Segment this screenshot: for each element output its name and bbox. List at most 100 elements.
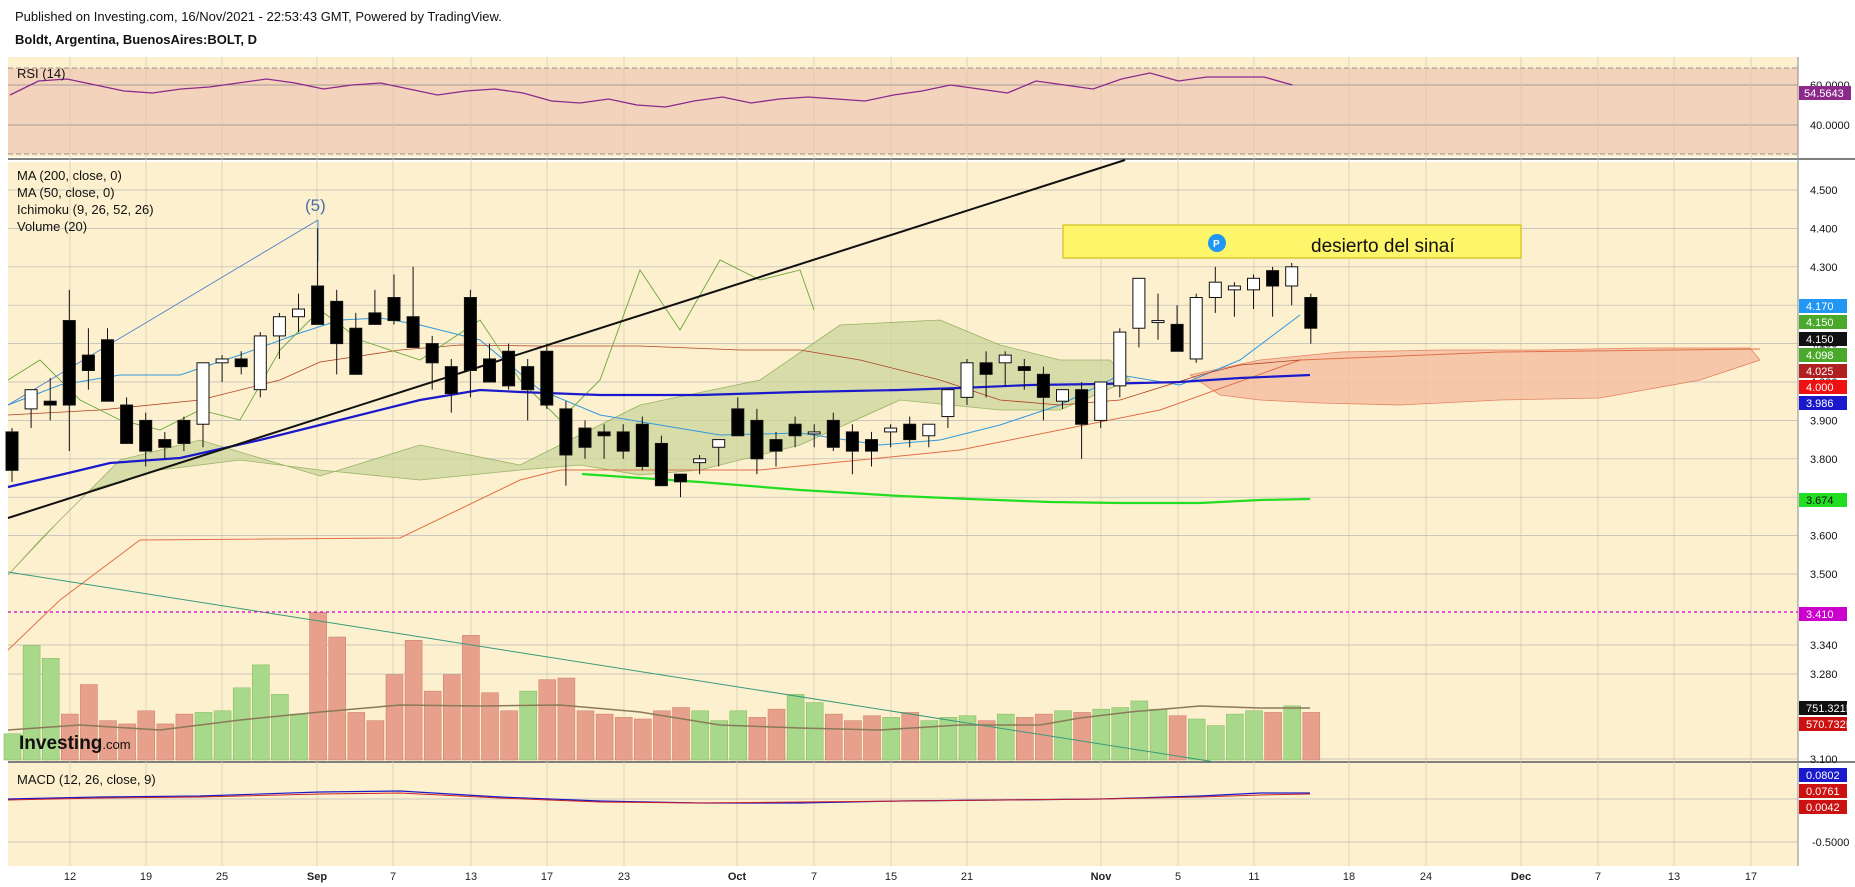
- volume-bar: [977, 720, 996, 761]
- volume-bar: [1111, 707, 1130, 761]
- volume-bar: [1187, 718, 1206, 761]
- volume-bar: [653, 710, 671, 761]
- macd-pane: [8, 763, 1798, 866]
- value-badge: [1799, 332, 1847, 346]
- candle-down: [43, 400, 57, 406]
- x-tick-label: Oct: [728, 871, 747, 883]
- volume-bar: [404, 640, 423, 761]
- volume-bar: [996, 713, 1015, 761]
- published-note: Published on Investing.com, 16/Nov/2021 …: [15, 9, 502, 24]
- volume-bar: [538, 679, 557, 761]
- rsi-badge-text: 54.5643: [1804, 88, 1844, 100]
- annotation-box[interactable]: [1062, 224, 1522, 259]
- volume-bar: [1130, 700, 1149, 761]
- macd-signal-line: [7, 792, 1311, 804]
- volume-bar: [22, 644, 41, 761]
- price-tick-label: 3.900: [1810, 415, 1838, 427]
- rsi-label: RSI (14): [17, 66, 65, 81]
- candle-down: [521, 366, 535, 391]
- price-tick-label: 3.600: [1810, 531, 1838, 543]
- volume-bar: [595, 713, 614, 761]
- candle-down: [1036, 373, 1050, 398]
- wave-5-label: (5): [305, 196, 326, 215]
- candle-down: [1170, 323, 1184, 352]
- candle-down: [731, 408, 745, 437]
- price-pane: [8, 162, 1798, 761]
- x-tick-label: 7: [1595, 871, 1601, 883]
- price-tick-label: 3.500: [1810, 569, 1838, 581]
- volume-bar: [481, 692, 499, 761]
- candle-up: [998, 354, 1012, 364]
- volume-bar: [462, 635, 480, 761]
- candle-up: [1151, 320, 1165, 324]
- volume-tick-label: 3.100: [1810, 754, 1838, 766]
- volume-bar: [557, 677, 576, 761]
- volume-bar: [366, 720, 385, 761]
- volume-bar: [328, 636, 346, 761]
- candle-down: [311, 285, 325, 325]
- grid-lines: [8, 57, 1798, 866]
- x-tick-label: 18: [1343, 871, 1355, 883]
- value-badge: [1799, 299, 1847, 313]
- volume-bar: [3, 733, 22, 761]
- candle-up: [1094, 381, 1108, 421]
- value-badge-text: 3.410: [1806, 609, 1834, 621]
- candle-up: [292, 308, 305, 318]
- volume-bar: [691, 710, 709, 761]
- annotation-text: desierto del sinaí: [1311, 236, 1455, 257]
- annotation-marker-icon[interactable]: [1208, 234, 1226, 252]
- candle-down: [444, 366, 458, 395]
- macd-badge-text: 0.0802: [1806, 770, 1840, 782]
- x-tick-label: Sep: [307, 871, 327, 883]
- value-badge-text: 4.170: [1806, 301, 1834, 313]
- volume-bar: [423, 690, 442, 761]
- value-badge: [1799, 717, 1847, 731]
- volume-bar: [920, 720, 939, 761]
- candle-down: [368, 312, 382, 325]
- logo-text: Investing: [19, 733, 102, 754]
- volume-bar: [767, 708, 786, 761]
- candle-down: [483, 358, 496, 383]
- candle-down: [158, 439, 172, 448]
- candle-up: [941, 389, 955, 418]
- x-tick-label: 7: [390, 871, 396, 883]
- value-badge-text: 4.098: [1806, 350, 1834, 362]
- chikou-line: [7, 259, 815, 431]
- price-tick-label: 4.300: [1810, 262, 1838, 274]
- volume-bar: [844, 720, 862, 761]
- candle-up: [693, 458, 707, 464]
- price-tick-label: 3.800: [1810, 454, 1838, 466]
- x-tick-label: 11: [1248, 871, 1259, 883]
- candle-up: [1247, 277, 1260, 291]
- candle-up: [1208, 281, 1222, 299]
- volume-bar: [1035, 713, 1053, 761]
- candle-down: [654, 442, 668, 487]
- value-badge-text: 3.674: [1806, 495, 1834, 507]
- value-badge-text: 4.150: [1806, 317, 1834, 329]
- volume-bar: [99, 720, 117, 761]
- value-badge-text: 4.150: [1806, 334, 1834, 346]
- rsi-badge: [1799, 86, 1851, 100]
- candle-up: [1189, 297, 1203, 360]
- candle-down: [616, 431, 630, 452]
- volume-bar: [1245, 710, 1263, 761]
- volume-bar: [825, 713, 843, 761]
- candle-up: [807, 431, 821, 435]
- volume-bar: [443, 674, 461, 761]
- volume-bar: [290, 713, 308, 761]
- candle-down: [979, 362, 993, 375]
- x-tick-label: Nov: [1091, 871, 1113, 883]
- candle-down: [62, 320, 76, 406]
- candle-down: [387, 297, 401, 322]
- volume-bar: [271, 694, 289, 761]
- volume-bar: [500, 710, 518, 761]
- investing-logo: Investing.com: [19, 733, 131, 754]
- volume-bar: [729, 710, 748, 761]
- candle-down: [1266, 270, 1280, 287]
- descending-line: [7, 571, 1216, 763]
- volume-bar: [576, 710, 595, 761]
- candle-up: [884, 427, 898, 433]
- candle-down: [769, 439, 783, 452]
- macd-badge: [1799, 784, 1847, 798]
